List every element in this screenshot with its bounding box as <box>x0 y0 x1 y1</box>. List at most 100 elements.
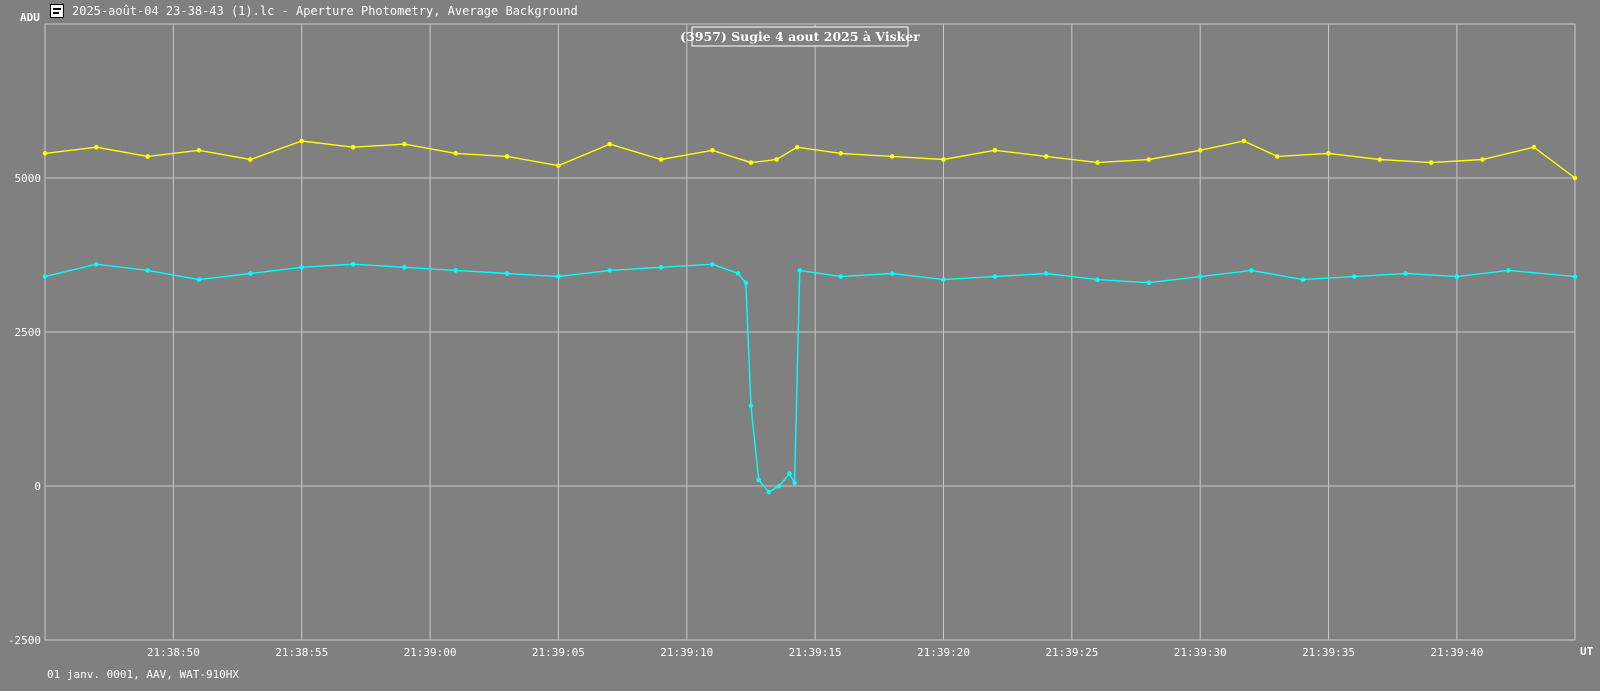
data-point <box>710 147 715 153</box>
data-point <box>1505 268 1511 273</box>
data-point <box>556 274 561 279</box>
x-tick-label: 21:39:30 <box>1174 646 1227 659</box>
data-point <box>1480 157 1485 162</box>
data-point <box>766 489 772 495</box>
data-point <box>774 157 779 162</box>
data-point <box>658 265 664 270</box>
data-point <box>350 261 356 267</box>
data-point <box>42 151 48 156</box>
title-bar: 2025-août-04 23-38-43 (1).lc - Aperture … <box>0 0 1600 24</box>
data-point <box>743 280 749 286</box>
x-tick-label: 21:39:35 <box>1302 646 1355 659</box>
x-tick-label: 21:39:15 <box>789 646 842 659</box>
series-line <box>44 263 1576 494</box>
data-point <box>1403 271 1408 276</box>
data-point <box>1428 160 1434 165</box>
grid-lines <box>44 23 1576 641</box>
data-point <box>1043 271 1049 276</box>
data-point <box>792 480 797 486</box>
data-point <box>145 154 150 159</box>
series-0 <box>42 138 1578 181</box>
data-point <box>350 144 356 150</box>
data-point <box>1531 144 1537 150</box>
series-1 <box>42 261 1578 495</box>
data-point <box>1146 157 1152 162</box>
data-point <box>992 274 998 279</box>
data-point <box>1043 154 1049 159</box>
data-point <box>196 147 202 153</box>
data-point <box>1249 268 1254 273</box>
data-point <box>42 274 48 279</box>
data-point <box>453 151 459 156</box>
axes: ADU UT -2500 0 2500 5000 21:38:50 21:38:55 21:… <box>8 11 1594 659</box>
x-axis-label: UT <box>1580 645 1594 658</box>
data-point <box>889 271 895 276</box>
data-point <box>1454 274 1460 279</box>
data-point <box>402 265 407 270</box>
data-point <box>941 277 946 282</box>
data-point <box>735 271 741 276</box>
data-point <box>248 157 253 162</box>
y-tick-label: 0 <box>34 480 41 493</box>
data-point <box>402 141 407 147</box>
series-line <box>44 140 1576 179</box>
x-tick-label: 21:39:10 <box>660 646 713 659</box>
data-point <box>787 471 792 476</box>
data-point <box>299 138 305 144</box>
data-point <box>838 274 844 279</box>
data-point <box>748 160 754 165</box>
data-point <box>756 477 761 483</box>
data-point <box>94 261 99 267</box>
data-point <box>248 271 253 276</box>
data-point <box>504 154 510 159</box>
window-title: 2025-août-04 23-38-43 (1).lc - Aperture … <box>72 4 578 18</box>
y-axis-label: ADU <box>20 11 40 24</box>
chart-title-box: (3957) Sugie 4 aout 2025 à Visker <box>680 26 920 47</box>
lightcurve-app-icon <box>50 4 64 18</box>
data-point <box>556 163 561 168</box>
data-point <box>299 265 305 270</box>
data-point <box>794 144 800 150</box>
data-point <box>889 154 895 159</box>
data-point <box>838 151 844 156</box>
data-point <box>776 483 782 489</box>
data-point <box>1197 147 1203 153</box>
y-tick-label: 5000 <box>15 172 42 185</box>
x-tick-label: 21:38:55 <box>275 646 328 659</box>
data-point <box>992 147 998 153</box>
x-tick-label: 21:39:40 <box>1430 646 1483 659</box>
data-point <box>1095 160 1100 165</box>
data-point <box>1377 157 1383 162</box>
data-point <box>94 144 99 150</box>
series-layer <box>42 138 1578 495</box>
y-tick-label: 2500 <box>15 326 42 339</box>
chart-title: (3957) Sugie 4 aout 2025 à Visker <box>680 29 920 44</box>
data-point <box>1095 277 1100 282</box>
data-point <box>453 268 459 273</box>
data-point <box>607 268 613 273</box>
x-tick-label: 21:39:20 <box>917 646 970 659</box>
data-point <box>1146 280 1152 286</box>
y-tick-label: -2500 <box>8 634 41 647</box>
data-point <box>710 261 715 267</box>
data-point <box>607 141 613 147</box>
data-point <box>1572 175 1578 181</box>
data-point <box>1300 277 1306 282</box>
x-tick-label: 21:39:00 <box>404 646 457 659</box>
x-tick-label: 21:39:05 <box>532 646 585 659</box>
data-point <box>941 157 946 162</box>
data-point <box>1326 151 1331 156</box>
data-point <box>1572 274 1578 279</box>
x-tick-label: 21:38:50 <box>147 646 200 659</box>
data-point <box>748 403 754 409</box>
data-point <box>1241 138 1247 144</box>
x-tick-label: 21:39:25 <box>1045 646 1098 659</box>
data-point <box>1351 274 1357 279</box>
data-point <box>1197 274 1203 279</box>
data-point <box>1274 154 1280 159</box>
data-point <box>196 277 202 282</box>
data-point <box>504 271 510 276</box>
footer-info: 01 janv. 0001, AAV, WAT-910HX <box>47 668 240 681</box>
data-point <box>658 157 664 162</box>
